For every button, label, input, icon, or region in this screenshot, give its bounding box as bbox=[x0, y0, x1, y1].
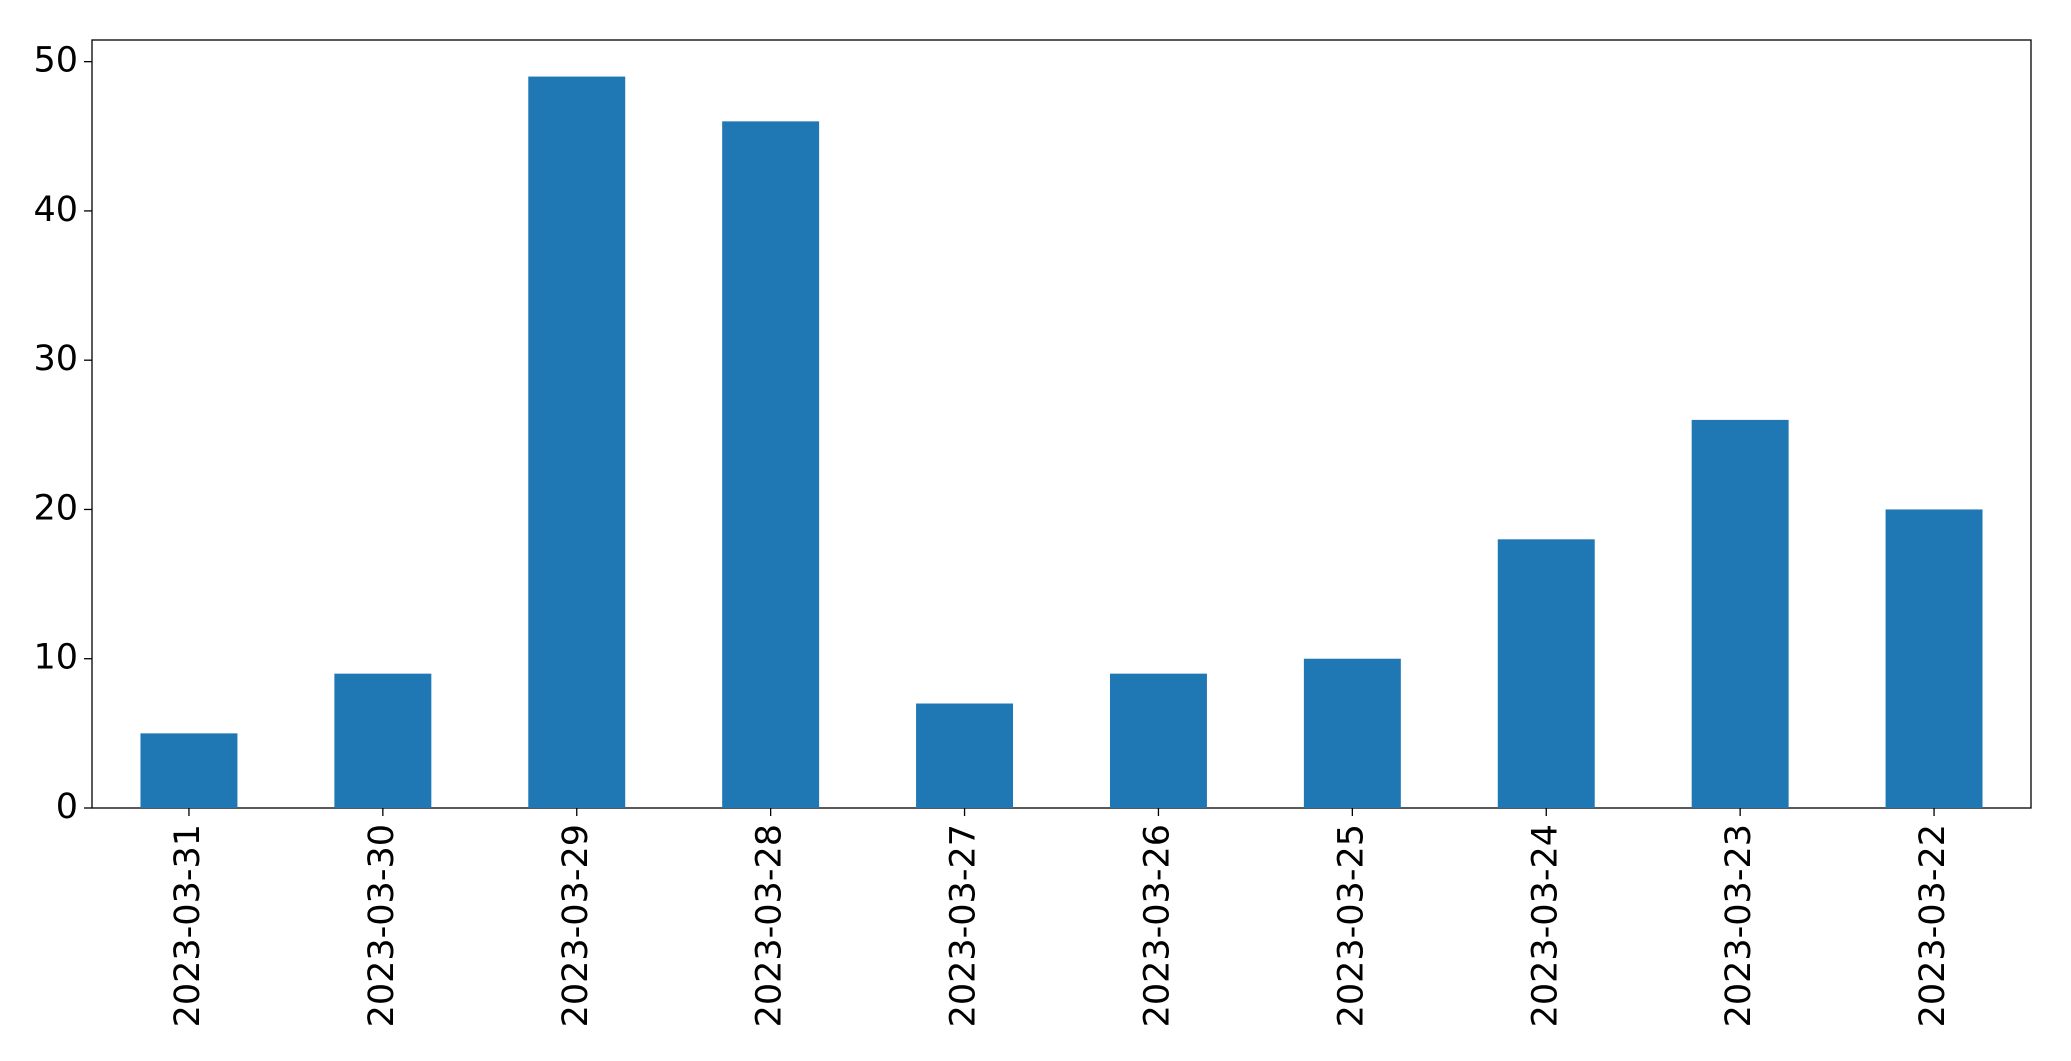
bar bbox=[1691, 419, 1789, 808]
bar bbox=[528, 76, 626, 809]
y-tick-label: 40 bbox=[33, 190, 78, 230]
bar bbox=[334, 673, 432, 808]
y-tick-label: 50 bbox=[33, 41, 78, 81]
x-tick-label: 2023-03-29 bbox=[556, 824, 596, 1027]
bar bbox=[1885, 509, 1983, 808]
y-tick-label: 10 bbox=[33, 638, 78, 678]
x-tick-label: 2023-03-31 bbox=[168, 824, 208, 1027]
bar bbox=[1109, 673, 1207, 808]
x-tick-label: 2023-03-26 bbox=[1137, 824, 1177, 1027]
y-tick-label: 30 bbox=[33, 339, 78, 379]
bar bbox=[1303, 658, 1401, 808]
bar bbox=[722, 121, 820, 808]
bar bbox=[1497, 539, 1595, 808]
x-tick-label: 2023-03-28 bbox=[750, 824, 790, 1027]
x-tick-label: 2023-03-30 bbox=[362, 824, 402, 1027]
bar bbox=[140, 733, 238, 808]
x-tick-label: 2023-03-27 bbox=[944, 824, 984, 1027]
y-tick-label: 0 bbox=[56, 787, 78, 827]
bar bbox=[916, 703, 1014, 808]
axes-frame bbox=[91, 39, 2032, 809]
x-tick-label: 2023-03-22 bbox=[1913, 824, 1953, 1027]
x-tick-label: 2023-03-25 bbox=[1331, 824, 1371, 1027]
y-tick-label: 20 bbox=[33, 488, 78, 528]
x-tick-label: 2023-03-24 bbox=[1525, 824, 1565, 1027]
x-tick-label: 2023-03-23 bbox=[1719, 824, 1759, 1027]
